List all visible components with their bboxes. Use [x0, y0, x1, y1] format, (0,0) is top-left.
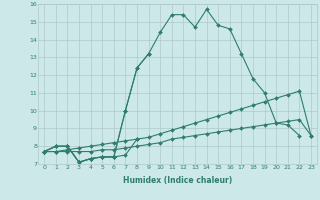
X-axis label: Humidex (Indice chaleur): Humidex (Indice chaleur)	[123, 176, 232, 185]
